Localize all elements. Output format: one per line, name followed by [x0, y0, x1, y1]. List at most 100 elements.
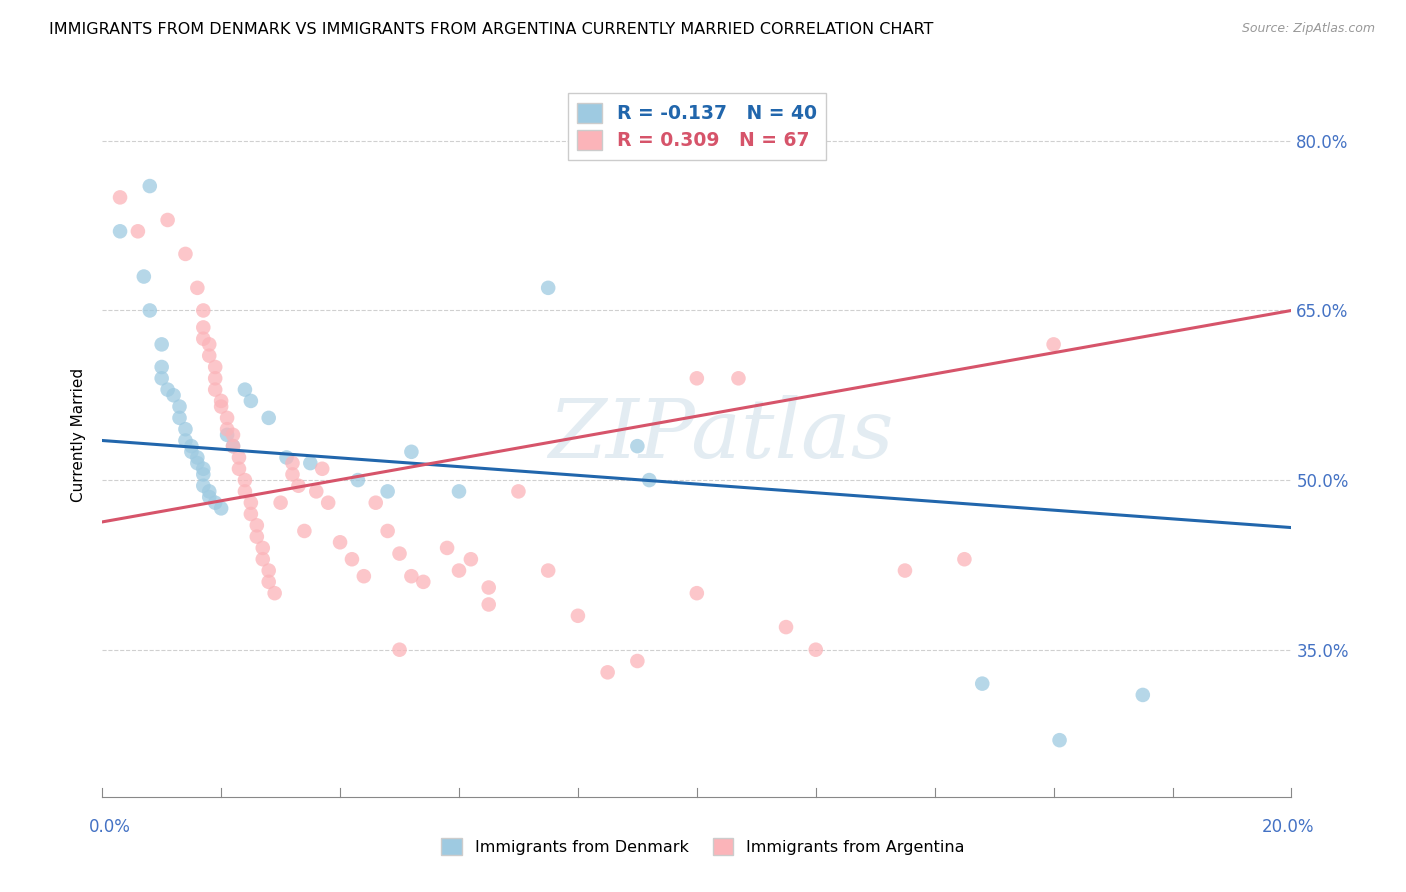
Point — [270, 496, 292, 510]
Point — [460, 552, 482, 566]
Point — [347, 473, 370, 487]
Point — [174, 422, 197, 436]
Point — [316, 496, 339, 510]
Point — [108, 224, 131, 238]
Point — [180, 445, 202, 459]
Point — [217, 427, 239, 442]
Point — [193, 467, 215, 482]
Point — [193, 332, 215, 346]
Point — [388, 642, 411, 657]
Point — [447, 564, 470, 578]
Point — [198, 337, 221, 351]
Point — [209, 501, 232, 516]
Point — [478, 598, 501, 612]
Point — [436, 541, 458, 555]
Point — [596, 665, 619, 680]
Point — [257, 564, 280, 578]
Point — [727, 371, 749, 385]
Point — [287, 479, 309, 493]
Point — [150, 359, 173, 374]
Point — [567, 608, 589, 623]
Point — [401, 445, 423, 459]
Text: IMMIGRANTS FROM DENMARK VS IMMIGRANTS FROM ARGENTINA CURRENTLY MARRIED CORRELATI: IMMIGRANTS FROM DENMARK VS IMMIGRANTS FR… — [49, 22, 934, 37]
Point — [686, 586, 709, 600]
Point — [353, 569, 375, 583]
Legend: Immigrants from Denmark, Immigrants from Argentina: Immigrants from Denmark, Immigrants from… — [434, 831, 972, 862]
Point — [156, 383, 179, 397]
Point — [204, 371, 226, 385]
Point — [537, 564, 560, 578]
Point — [281, 456, 304, 470]
Point — [686, 371, 709, 385]
Point — [638, 473, 661, 487]
Point — [139, 179, 162, 194]
Point — [132, 269, 155, 284]
Point — [626, 654, 648, 668]
Point — [193, 320, 215, 334]
Point — [257, 574, 280, 589]
Point — [1042, 337, 1064, 351]
Point — [233, 484, 256, 499]
Legend: R = -0.137   N = 40, R = 0.309   N = 67: R = -0.137 N = 40, R = 0.309 N = 67 — [568, 93, 825, 160]
Point — [180, 439, 202, 453]
Point — [193, 479, 215, 493]
Point — [139, 303, 162, 318]
Point — [775, 620, 797, 634]
Text: 0.0%: 0.0% — [89, 818, 131, 836]
Point — [186, 281, 208, 295]
Point — [329, 535, 352, 549]
Point — [193, 303, 215, 318]
Point — [246, 530, 269, 544]
Point — [239, 393, 262, 408]
Point — [217, 422, 239, 436]
Point — [311, 462, 333, 476]
Point — [222, 439, 245, 453]
Point — [204, 383, 226, 397]
Point — [252, 541, 274, 555]
Point — [209, 393, 232, 408]
Point — [804, 642, 827, 657]
Point — [174, 434, 197, 448]
Point — [204, 496, 226, 510]
Point — [478, 581, 501, 595]
Point — [217, 410, 239, 425]
Point — [108, 190, 131, 204]
Point — [364, 496, 387, 510]
Point — [233, 473, 256, 487]
Point — [198, 484, 221, 499]
Point — [246, 518, 269, 533]
Point — [150, 371, 173, 385]
Point — [169, 400, 191, 414]
Point — [239, 496, 262, 510]
Point — [377, 524, 399, 538]
Point — [193, 462, 215, 476]
Point — [508, 484, 530, 499]
Point — [162, 388, 184, 402]
Point — [388, 547, 411, 561]
Point — [257, 410, 280, 425]
Point — [228, 462, 250, 476]
Point — [953, 552, 976, 566]
Point — [174, 247, 197, 261]
Text: Source: ZipAtlas.com: Source: ZipAtlas.com — [1241, 22, 1375, 36]
Point — [626, 439, 648, 453]
Point — [204, 359, 226, 374]
Point — [228, 450, 250, 465]
Point — [239, 507, 262, 521]
Point — [292, 524, 315, 538]
Point — [127, 224, 149, 238]
Point — [186, 456, 208, 470]
Point — [150, 337, 173, 351]
Point — [209, 400, 232, 414]
Point — [281, 467, 304, 482]
Point — [186, 450, 208, 465]
Point — [972, 676, 994, 690]
Y-axis label: Currently Married: Currently Married — [72, 368, 86, 502]
Point — [412, 574, 434, 589]
Point — [340, 552, 363, 566]
Point — [198, 349, 221, 363]
Point — [377, 484, 399, 499]
Point — [263, 586, 285, 600]
Point — [156, 213, 179, 227]
Point — [401, 569, 423, 583]
